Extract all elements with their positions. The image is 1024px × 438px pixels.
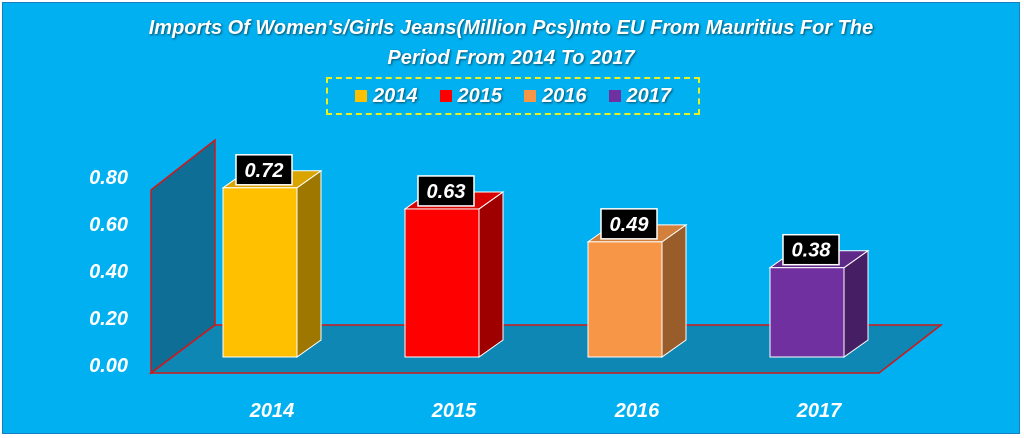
data-label-2017: 0.38 xyxy=(782,233,840,266)
data-label-box xyxy=(235,154,293,186)
bar-side-face xyxy=(843,249,869,358)
legend-item-2016: 2016 xyxy=(524,85,587,108)
x-axis-ticks: 2014 2015 2016 2017 xyxy=(249,400,842,422)
bar-front-face xyxy=(769,267,845,358)
data-label-box xyxy=(782,233,840,266)
data-label-text: 0.63 xyxy=(427,181,466,203)
data-label-text: 0.72 xyxy=(245,160,284,182)
bar-2016 xyxy=(586,223,688,358)
data-label-text: 0.49 xyxy=(610,214,650,236)
y-tick-label: 0.00 xyxy=(89,355,128,377)
bar-2017 xyxy=(768,249,870,358)
legend-label-2015: 2015 xyxy=(457,84,503,107)
data-label-2016: 0.49 xyxy=(600,208,658,240)
legend-item-2015: 2015 xyxy=(439,84,503,108)
y-tick-label: 0.60 xyxy=(89,214,128,236)
bar-front-face xyxy=(404,208,480,358)
y-tick-label: 0.80 xyxy=(89,167,128,189)
legend-swatch-2016 xyxy=(524,90,536,102)
legend-label-2017: 2017 xyxy=(626,84,672,107)
data-label-text: 0.38 xyxy=(792,240,832,262)
chart-title-line-1: Imports Of Women's/Girls Jeans(Million P… xyxy=(148,17,874,39)
bar-side-face xyxy=(478,190,504,358)
legend-swatch-2017 xyxy=(608,90,621,102)
bar-front-face xyxy=(222,187,298,358)
legend-swatch-2015 xyxy=(439,90,452,102)
data-label-2014: 0.72 xyxy=(235,154,293,186)
data-label-box xyxy=(417,175,475,207)
bar-2014 xyxy=(221,169,323,358)
bar-2015 xyxy=(403,190,505,358)
legend-label-2016: 2016 xyxy=(542,84,587,107)
bar-front-face xyxy=(587,241,663,358)
x-tick-label: 2016 xyxy=(614,400,660,422)
chart-title-line-2: Period From 2014 To 2017 xyxy=(387,47,635,69)
bar-side-face xyxy=(661,223,687,358)
bar-chart: 0.00 0.20 0.40 0.60 0.80 0.72 0.63 0.49 0.38 20… xyxy=(89,138,944,422)
chart-title: Imports Of Women's/Girls Jeans(Million P… xyxy=(3,13,1019,73)
legend-swatch-2014 xyxy=(355,90,367,102)
legend-item-2014: 2014 xyxy=(355,85,418,108)
bars-group xyxy=(221,169,870,358)
chart-legend: 2014 2015 2016 2017 xyxy=(326,77,700,115)
data-label-2015: 0.63 xyxy=(417,175,475,207)
chart-floor xyxy=(148,324,944,374)
y-tick-label: 0.40 xyxy=(89,261,128,283)
legend-item-2017: 2017 xyxy=(608,84,672,108)
bar-side-face xyxy=(296,169,322,358)
x-tick-label: 2015 xyxy=(431,400,477,422)
data-labels-group: 0.72 0.63 0.49 0.38 xyxy=(235,154,840,266)
legend-label-2014: 2014 xyxy=(373,84,418,107)
x-tick-label: 2014 xyxy=(249,400,295,422)
x-tick-label: 2017 xyxy=(796,400,842,422)
y-axis-ticks: 0.00 0.20 0.40 0.60 0.80 xyxy=(89,167,128,377)
y-tick-label: 0.20 xyxy=(89,308,128,330)
data-label-box xyxy=(600,208,658,240)
